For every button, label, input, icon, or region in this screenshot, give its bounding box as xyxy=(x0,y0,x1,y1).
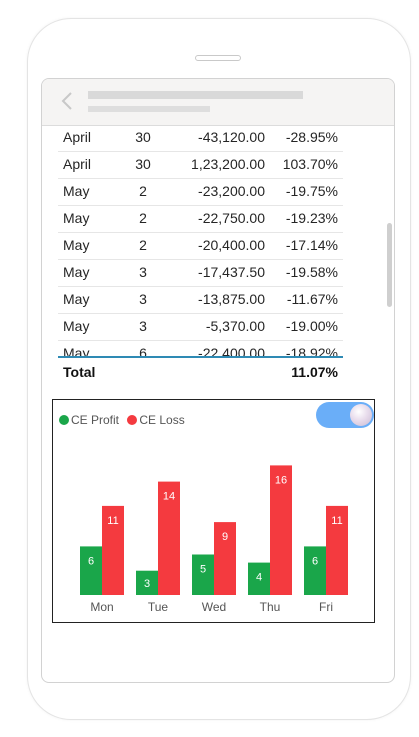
app-header xyxy=(42,79,394,126)
data-label: 4 xyxy=(256,572,262,584)
table-row[interactable]: April 30 -43,120.00 -28.95% xyxy=(58,124,343,152)
amount-cell: -22,400.00 xyxy=(198,345,265,358)
legend-item-loss: CE Loss xyxy=(127,413,185,427)
chart-toggle-switch[interactable] xyxy=(316,402,374,428)
quantity-cell: 30 xyxy=(135,156,151,172)
quantity-cell: 2 xyxy=(139,237,147,253)
x-tick-label: Thu xyxy=(260,600,281,614)
table-row[interactable]: April 30 1,23,200.00 103.70% xyxy=(58,151,343,179)
amount-cell: -13,875.00 xyxy=(198,291,265,307)
month-cell: May xyxy=(63,210,90,226)
phone-speaker xyxy=(195,55,241,61)
legend-label-loss: CE Loss xyxy=(139,413,185,427)
data-label: 5 xyxy=(200,564,206,576)
quantity-cell: 3 xyxy=(139,291,147,307)
subtitle-placeholder xyxy=(88,106,210,112)
back-chevron-icon[interactable] xyxy=(60,91,74,111)
percent-cell: -11.67% xyxy=(286,291,338,307)
table-row[interactable]: May 3 -5,370.00 -19.00% xyxy=(58,313,343,341)
month-cell: May xyxy=(63,291,90,307)
loss-bar-tue[interactable] xyxy=(158,481,180,595)
amount-cell: -20,400.00 xyxy=(198,237,265,253)
percent-cell: -18.92% xyxy=(285,345,338,358)
profit-bar-mon[interactable] xyxy=(80,546,102,595)
title-placeholder xyxy=(88,91,303,99)
table-row[interactable]: May 2 -22,750.00 -19.23% xyxy=(58,205,343,233)
data-label: 14 xyxy=(163,491,175,503)
percent-cell: 103.70% xyxy=(282,156,338,172)
quantity-cell: 2 xyxy=(139,183,147,199)
table-row[interactable]: May 2 -20,400.00 -17.14% xyxy=(58,232,343,260)
percent-cell: -19.23% xyxy=(285,210,338,226)
toggle-knob xyxy=(350,404,372,426)
table-divider xyxy=(58,356,343,358)
month-cell: May xyxy=(63,264,90,280)
month-cell: May xyxy=(63,183,90,199)
month-cell: April xyxy=(63,129,92,145)
data-label: 16 xyxy=(275,474,287,486)
table-row[interactable]: May 3 -13,875.00 -11.67% xyxy=(58,286,343,314)
quantity-cell: 3 xyxy=(139,318,147,334)
percent-cell: -19.75% xyxy=(285,183,338,199)
x-tick-label: Mon xyxy=(90,600,113,614)
legend-dot-loss xyxy=(127,415,138,425)
month-cell: May xyxy=(63,345,90,358)
loss-bar-thu[interactable] xyxy=(270,465,292,595)
table-row[interactable]: May 6 -22,400.00 -18.92% xyxy=(58,340,343,358)
data-label: 11 xyxy=(331,515,342,527)
percent-cell: -19.58% xyxy=(285,264,338,280)
amount-cell: 1,23,200.00 xyxy=(191,156,265,172)
data-label: 3 xyxy=(144,578,150,590)
amount-cell: -43,120.00 xyxy=(198,129,265,145)
data-label: 9 xyxy=(222,531,228,543)
legend-dot-profit xyxy=(59,415,69,425)
profit-bar-fri[interactable] xyxy=(304,546,326,595)
x-tick-label: Fri xyxy=(319,600,333,614)
data-label: 11 xyxy=(107,515,118,527)
month-cell: May xyxy=(63,318,90,334)
table-row[interactable]: May 2 -23,200.00 -19.75% xyxy=(58,178,343,206)
bar-chart: 6 11 Mon 3 14 Tue 5 9 Wed 4 16 Thu 6 11 Fri xyxy=(80,465,348,614)
scrollbar[interactable] xyxy=(387,223,392,307)
profit-bar-thu[interactable] xyxy=(248,562,270,595)
loss-bar-fri[interactable] xyxy=(326,505,348,595)
legend-item-profit: CE Profit xyxy=(59,413,119,427)
profit-bar-wed[interactable] xyxy=(192,554,214,596)
quantity-cell: 2 xyxy=(139,210,147,226)
total-percent: 11.07% xyxy=(291,364,338,380)
data-label: 6 xyxy=(88,555,94,567)
amount-cell: -17,437.50 xyxy=(198,264,265,280)
profit-bar-tue[interactable] xyxy=(136,570,158,595)
quantity-cell: 6 xyxy=(139,345,147,358)
data-table[interactable]: April 30 -43,120.00 -28.95% April 30 1,23,200.… xyxy=(58,124,346,358)
loss-bar-mon[interactable] xyxy=(102,505,124,595)
month-cell: May xyxy=(63,237,90,253)
table-total-row: Total 11.07% xyxy=(58,358,343,384)
x-tick-label: Wed xyxy=(202,600,226,614)
quantity-cell: 30 xyxy=(135,129,151,145)
percent-cell: -19.00% xyxy=(285,318,338,334)
percent-cell: -17.14% xyxy=(285,237,338,253)
month-cell: April xyxy=(63,156,92,172)
amount-cell: -22,750.00 xyxy=(198,210,265,226)
total-label: Total xyxy=(63,364,96,380)
chart-container: CE Profit CE Loss 6 11 Mon 3 14 Tue 5 9 Wed 4 16 Th… xyxy=(52,399,375,623)
amount-cell: -23,200.00 xyxy=(198,183,265,199)
legend-label-profit: CE Profit xyxy=(71,413,120,427)
data-label: 6 xyxy=(312,555,318,567)
percent-cell: -28.95% xyxy=(285,129,338,145)
loss-bar-wed[interactable] xyxy=(214,522,236,595)
chart-legend: CE Profit CE Loss xyxy=(59,413,190,427)
quantity-cell: 3 xyxy=(139,264,147,280)
x-tick-label: Tue xyxy=(148,600,169,614)
table-row[interactable]: May 3 -17,437.50 -19.58% xyxy=(58,259,343,287)
amount-cell: -5,370.00 xyxy=(205,318,265,334)
